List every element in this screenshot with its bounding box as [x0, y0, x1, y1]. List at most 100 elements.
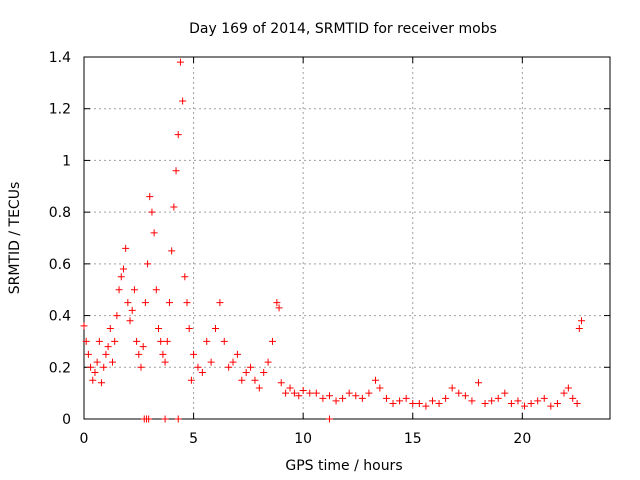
data-point: [84, 350, 92, 358]
data-point: [146, 193, 154, 201]
data-point: [455, 389, 463, 397]
data-point: [461, 392, 469, 400]
data-point: [573, 399, 581, 407]
data-point: [345, 389, 353, 397]
data-point: [176, 58, 184, 66]
data-point: [507, 399, 515, 407]
data-point: [148, 208, 156, 216]
data-point: [339, 394, 347, 402]
data-point: [514, 397, 522, 405]
data-point: [141, 299, 149, 307]
data-point: [358, 394, 366, 402]
data-point: [578, 317, 586, 325]
axis-ticks: [83, 56, 610, 420]
data-points: [80, 58, 586, 423]
data-point: [389, 399, 397, 407]
data-point: [165, 299, 173, 307]
data-point: [409, 399, 417, 407]
data-point: [170, 203, 178, 211]
data-point: [286, 384, 294, 392]
data-point: [402, 394, 410, 402]
data-point: [275, 304, 283, 312]
data-point: [415, 399, 423, 407]
y-axis-label: SRMTID / TECUs: [7, 182, 23, 295]
data-point: [174, 415, 182, 423]
data-point: [575, 325, 583, 332]
data-point: [268, 337, 276, 345]
data-point: [104, 343, 112, 351]
data-point: [152, 286, 160, 294]
y-tick-label: 1.4: [49, 50, 71, 66]
data-point: [115, 286, 123, 294]
data-point: [137, 363, 145, 371]
data-point: [124, 299, 132, 307]
data-point: [212, 325, 219, 332]
data-point: [547, 402, 555, 410]
data-point: [260, 368, 268, 376]
data-point: [564, 384, 572, 392]
data-point: [163, 337, 171, 345]
data-point: [534, 397, 542, 405]
data-point: [93, 358, 101, 366]
data-point: [365, 389, 373, 397]
grid-lines: [84, 57, 610, 419]
data-point: [98, 379, 106, 387]
data-point: [435, 399, 443, 407]
data-point: [183, 299, 191, 307]
data-point: [290, 389, 298, 397]
data-point: [422, 402, 430, 410]
data-point: [113, 312, 121, 320]
data-point: [238, 376, 246, 384]
data-point: [442, 394, 450, 402]
data-point: [130, 286, 138, 294]
data-point: [468, 397, 476, 405]
y-tick-label: 0.8: [49, 205, 71, 221]
data-point: [159, 350, 167, 358]
data-point: [332, 397, 340, 405]
data-point: [203, 337, 211, 345]
data-point: [185, 325, 193, 332]
data-point: [396, 397, 404, 405]
data-point: [122, 244, 130, 252]
data-point: [352, 392, 360, 400]
data-point: [325, 415, 333, 423]
data-point: [233, 350, 241, 358]
x-tick-label: 15: [404, 431, 422, 447]
data-point: [225, 363, 233, 371]
data-point: [475, 379, 482, 387]
data-point: [100, 363, 108, 371]
x-axis-label: GPS time / hours: [285, 458, 402, 474]
data-point: [428, 397, 436, 405]
data-point: [481, 399, 489, 407]
y-tick-label: 0: [62, 412, 71, 428]
data-point: [255, 384, 263, 392]
data-point: [521, 402, 529, 410]
data-point: [89, 376, 97, 384]
data-point: [264, 358, 272, 366]
data-point: [295, 392, 303, 400]
x-tick-labels: 0 5 10 15 20: [80, 431, 532, 447]
data-point: [168, 247, 176, 255]
data-point: [190, 350, 198, 358]
y-tick-label: 0.2: [49, 360, 71, 376]
data-point: [161, 415, 169, 423]
data-point: [82, 337, 90, 345]
data-point: [299, 387, 307, 395]
data-point: [117, 273, 125, 281]
data-point: [126, 317, 134, 325]
data-point: [80, 322, 88, 330]
data-point: [273, 299, 281, 307]
data-point: [553, 399, 561, 407]
data-point: [161, 358, 169, 366]
data-point: [194, 363, 202, 371]
chart-title: Day 169 of 2014, SRMTID for receiver mob…: [189, 21, 497, 37]
data-point: [133, 337, 141, 345]
data-point: [540, 394, 548, 402]
data-point: [128, 306, 136, 314]
data-point: [488, 397, 496, 405]
data-point: [247, 363, 255, 371]
data-point: [157, 337, 165, 345]
data-point: [319, 394, 327, 402]
x-tick-label: 10: [294, 431, 312, 447]
